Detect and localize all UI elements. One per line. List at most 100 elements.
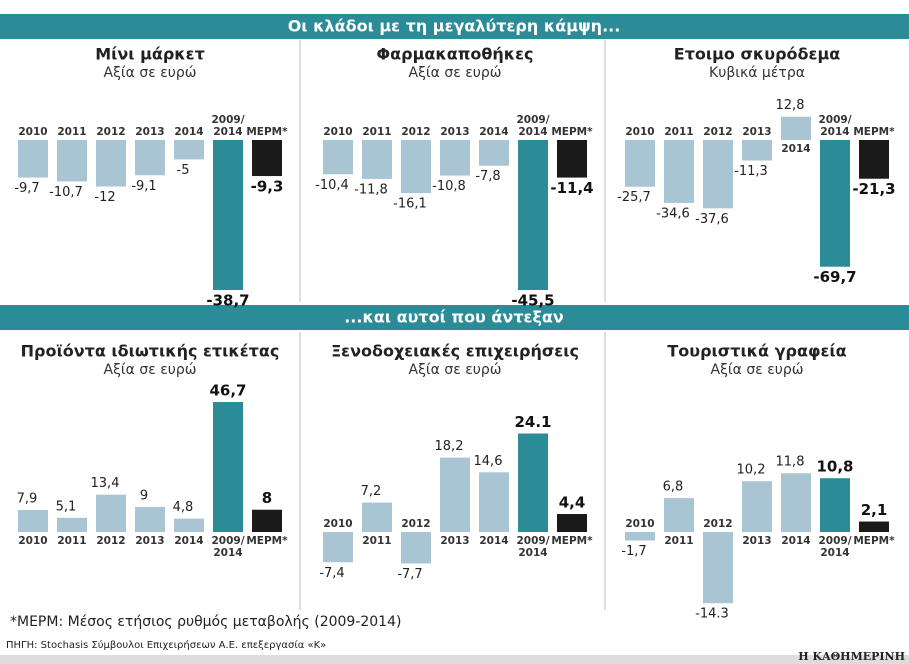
category-label: 2009/2014 <box>516 114 549 138</box>
category-label: 2013 <box>742 535 771 547</box>
category-label: 2013 <box>135 535 164 547</box>
value-label: -5 <box>177 163 190 178</box>
chart-title: Προϊόντα ιδιωτικής ετικέτας <box>21 342 280 361</box>
bar <box>213 402 243 532</box>
value-label: -9,3 <box>251 178 284 196</box>
value-label: 13,4 <box>91 476 120 491</box>
chart-title: Τουριστικά γραφεία <box>667 342 846 361</box>
section-title: Οι κλάδοι με τη μεγαλύτερη κάμψη... <box>288 17 621 36</box>
value-label: 10,8 <box>816 458 853 476</box>
value-label: 46,7 <box>209 382 246 400</box>
section-bar <box>0 14 909 39</box>
bar <box>401 532 431 564</box>
category-label: ΜΕΡΜ* <box>853 126 895 138</box>
section-title: ...και αυτοί που άντεξαν <box>344 308 564 327</box>
bar <box>664 498 694 532</box>
category-label: 2011 <box>664 126 693 138</box>
bar <box>820 478 850 532</box>
value-label: 12,8 <box>776 98 805 113</box>
category-label: ΜΕΡΜ* <box>551 535 593 547</box>
bar <box>174 140 204 160</box>
value-label: 8 <box>262 489 272 507</box>
bar <box>781 116 811 140</box>
bar <box>323 532 353 563</box>
category-label: ΜΕΡΜ* <box>853 535 895 547</box>
category-label: 2014 <box>479 535 508 547</box>
category-label: ΜΕΡΜ* <box>246 535 288 547</box>
footer-bar <box>0 655 909 664</box>
value-label: 7,2 <box>361 484 382 499</box>
category-label: 2011 <box>362 535 391 547</box>
chart-subtitle: Αξία σε ευρώ <box>104 362 197 378</box>
bar <box>703 140 733 209</box>
category-label: 2009/2014 <box>516 535 549 559</box>
value-label: -9,1 <box>131 179 156 194</box>
source: ΠΗΓΗ: Stochasis Σύμβουλοι Επιχειρήσεων Α… <box>6 639 326 651</box>
value-label: 4,4 <box>559 494 586 512</box>
category-label: 2014 <box>781 535 810 547</box>
chart-subtitle: Αξία σε ευρώ <box>409 65 502 81</box>
category-label: ΜΕΡΜ* <box>551 126 593 138</box>
value-label: -11,3 <box>734 164 768 179</box>
bar <box>479 140 509 166</box>
bar <box>742 140 772 161</box>
chart-subtitle: Αξία σε ευρώ <box>711 362 804 378</box>
bar <box>440 140 470 176</box>
brand: Η ΚΑΘΗΜΕΡΙΝΗ <box>798 650 905 663</box>
value-label: -10,8 <box>432 179 466 194</box>
bar <box>518 433 548 532</box>
bar <box>820 140 850 267</box>
category-label: 2009/2014 <box>818 114 851 138</box>
footnote: *ΜΕΡΜ: Μέσος ετήσιος ρυθμός μεταβολής (2… <box>10 614 401 630</box>
value-label: -11,8 <box>354 182 388 197</box>
bar <box>557 514 587 532</box>
value-label: -12 <box>94 190 115 205</box>
category-label: ΜΕΡΜ* <box>246 126 288 138</box>
chart-title: Ξενοδοχειακές επιχειρήσεις <box>331 342 579 361</box>
category-label: 2010 <box>323 126 352 138</box>
bar <box>18 510 48 532</box>
bar <box>859 521 889 532</box>
bar <box>742 481 772 532</box>
value-label: -16,1 <box>393 197 427 212</box>
category-label: 2013 <box>440 535 469 547</box>
category-label: 2013 <box>135 126 164 138</box>
bar <box>518 140 548 290</box>
bar <box>859 140 889 179</box>
category-label: 2009/2014 <box>211 114 244 138</box>
category-label: 2011 <box>57 535 86 547</box>
chart-title: Μίνι μάρκετ <box>95 45 205 64</box>
bar <box>252 140 282 177</box>
category-label: 2009/2014 <box>211 535 244 559</box>
chart-title: Ετοιμο σκυρόδεμα <box>674 45 840 64</box>
bar <box>135 506 165 532</box>
category-label: 2010 <box>625 518 654 530</box>
bar <box>18 140 48 178</box>
category-label: 2012 <box>703 126 732 138</box>
chart-subtitle: Αξία σε ευρώ <box>409 362 502 378</box>
value-label: 7,9 <box>17 492 38 507</box>
bar <box>664 140 694 203</box>
bar <box>703 532 733 604</box>
bar <box>174 518 204 532</box>
value-label: -10,7 <box>49 185 83 200</box>
category-label: 2014 <box>174 535 203 547</box>
section-bar <box>0 305 909 330</box>
bar <box>781 473 811 532</box>
value-label: 9 <box>140 488 148 503</box>
bar <box>625 532 655 541</box>
category-label: 2011 <box>57 126 86 138</box>
value-label: 10,2 <box>737 463 766 478</box>
category-label: 2012 <box>96 126 125 138</box>
value-label: -45,5 <box>511 292 554 310</box>
bar <box>401 140 431 194</box>
category-label: 2010 <box>625 126 654 138</box>
bar <box>96 494 126 532</box>
category-label: 2011 <box>362 126 391 138</box>
value-label: -1,7 <box>621 544 646 559</box>
bar <box>362 140 392 179</box>
bar <box>479 472 509 532</box>
value-label: -9,7 <box>14 181 39 196</box>
value-label: -38,7 <box>206 292 249 310</box>
